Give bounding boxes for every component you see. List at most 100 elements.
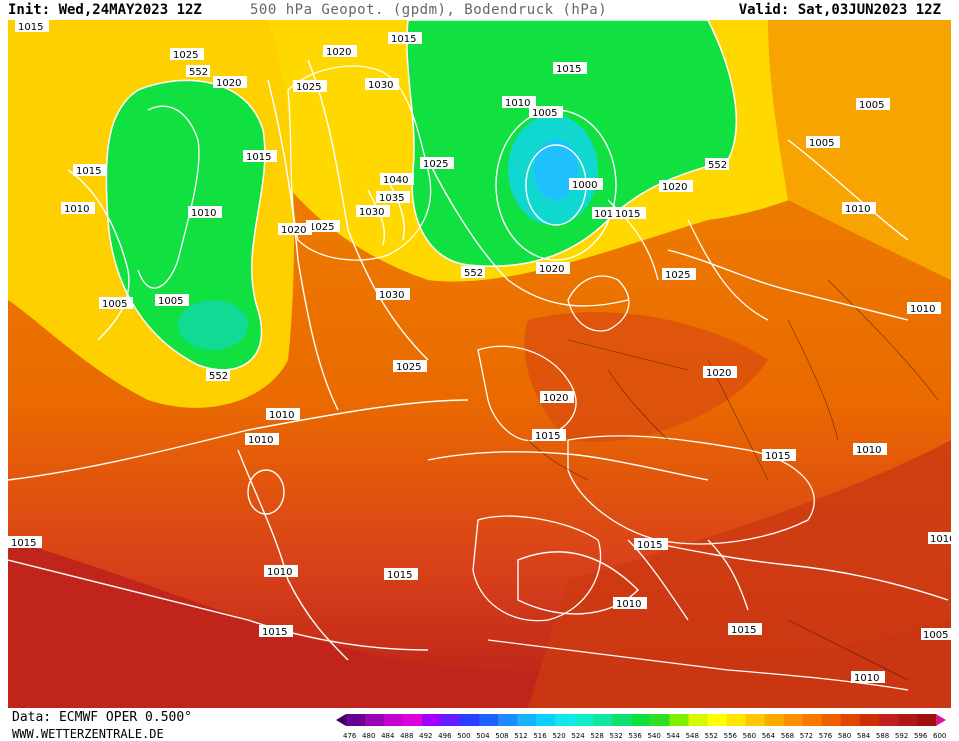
color-scale-swatch xyxy=(802,714,823,726)
svg-text:1030: 1030 xyxy=(359,207,384,218)
svg-text:1030: 1030 xyxy=(379,290,404,301)
source-url-label: WWW.WETTERZENTRALE.DE xyxy=(12,727,164,741)
svg-text:1005: 1005 xyxy=(859,100,884,111)
color-scale-swatch xyxy=(555,714,575,726)
svg-text:1010: 1010 xyxy=(930,534,951,545)
field-northeast-orange xyxy=(768,20,951,280)
chart-title: 500 hPa Geopot. (gpdm), Bodendruck (hPa) xyxy=(250,2,608,18)
color-scale-tick-label: 576 xyxy=(819,732,833,740)
color-scale-swatch xyxy=(669,714,690,726)
color-scale-swatch xyxy=(460,714,480,726)
svg-text:1000: 1000 xyxy=(572,180,597,191)
color-scale-swatch xyxy=(897,714,918,726)
pressure-label: 1010 xyxy=(842,202,876,215)
color-scale-swatch xyxy=(726,714,747,726)
svg-text:1025: 1025 xyxy=(396,362,421,373)
pressure-label: 1025 xyxy=(293,80,327,93)
svg-text:1005: 1005 xyxy=(923,630,948,641)
color-scale-tick-label: 552 xyxy=(705,732,718,740)
color-scale-tick-label: 504 xyxy=(476,732,490,740)
color-scale-tick-label: 528 xyxy=(590,732,603,740)
color-scale-swatch xyxy=(631,714,652,726)
pressure-label: 1025 xyxy=(393,360,427,373)
pressure-label: 1025 xyxy=(170,48,204,61)
valid-time-label: Valid: Sat,03JUN2023 12Z xyxy=(738,2,941,18)
svg-text:1011: 1011 xyxy=(594,209,619,220)
color-scale-swatch xyxy=(745,714,766,726)
color-scale-swatches xyxy=(336,714,946,726)
field-southeast-red xyxy=(528,440,951,708)
svg-text:1005: 1005 xyxy=(532,108,557,119)
svg-text:1020: 1020 xyxy=(326,47,351,58)
svg-text:1010: 1010 xyxy=(267,567,292,578)
svg-text:1020: 1020 xyxy=(281,225,306,236)
color-scale-tick-label: 532 xyxy=(609,732,622,740)
pressure-label: 1015 xyxy=(612,207,646,220)
color-scale-swatch xyxy=(783,714,804,726)
color-scale-swatch xyxy=(612,714,632,726)
color-scale-swatch xyxy=(384,714,404,726)
svg-text:1015: 1015 xyxy=(18,22,43,33)
svg-text:1015: 1015 xyxy=(391,34,416,45)
pressure-label: 1020 xyxy=(540,391,574,404)
color-scale-tick-label: 564 xyxy=(762,732,776,740)
color-scale-right-arrow xyxy=(936,714,946,726)
svg-text:1005: 1005 xyxy=(809,138,834,149)
svg-text:1015: 1015 xyxy=(387,570,412,581)
pressure-label: 1015 xyxy=(73,164,107,177)
svg-text:1015: 1015 xyxy=(556,64,581,75)
pressure-label: 1025 xyxy=(662,268,696,281)
pressure-label: 1025 xyxy=(306,220,340,233)
pressure-label: 1000 xyxy=(569,178,603,191)
svg-text:1035: 1035 xyxy=(379,193,404,204)
pressure-label: 1015 xyxy=(384,568,418,581)
color-scale-tick-label: 508 xyxy=(495,732,508,740)
color-scale-swatch xyxy=(764,714,785,726)
svg-text:1005: 1005 xyxy=(158,296,183,307)
color-scale-swatch xyxy=(821,714,842,726)
svg-text:1025: 1025 xyxy=(296,82,321,93)
svg-text:1020: 1020 xyxy=(662,182,687,193)
color-scale-tick-label: 540 xyxy=(648,732,661,740)
svg-text:1010: 1010 xyxy=(616,599,641,610)
color-scale-swatch xyxy=(517,714,537,726)
color-scale-tick-label: 588 xyxy=(876,732,889,740)
color-scale-swatch xyxy=(840,714,861,726)
pressure-label: 1030 xyxy=(376,288,410,301)
color-scale-tick-label: 596 xyxy=(914,732,928,740)
color-scale-swatch xyxy=(593,714,613,726)
pressure-label: 1015 xyxy=(15,20,49,33)
svg-text:1010: 1010 xyxy=(269,410,294,421)
svg-text:1010: 1010 xyxy=(854,673,879,684)
pressure-label: 1005 xyxy=(856,98,890,111)
svg-text:1015: 1015 xyxy=(76,166,101,177)
pressure-label: 1020 xyxy=(323,45,357,58)
pressure-label: 1015 xyxy=(8,536,42,549)
pressure-label: 1005 xyxy=(99,297,133,310)
color-scale-tick-label: 560 xyxy=(743,732,756,740)
color-scale-tick-label: 572 xyxy=(800,732,813,740)
svg-text:1010: 1010 xyxy=(64,204,89,215)
color-scale-swatch xyxy=(859,714,880,726)
color-scale-tick-label: 592 xyxy=(895,732,908,740)
svg-text:552: 552 xyxy=(209,371,228,382)
svg-text:552: 552 xyxy=(189,67,208,78)
contour-552-labels: 552 552 552 552 xyxy=(186,65,729,382)
color-scale-swatch xyxy=(441,714,461,726)
pressure-label: 1035 xyxy=(376,191,410,204)
pressure-label: 1010 xyxy=(907,302,941,315)
color-scale-tick-label: 600 xyxy=(933,732,946,740)
color-scale-tick-label: 520 xyxy=(552,732,565,740)
svg-text:1040: 1040 xyxy=(383,175,408,186)
svg-text:1010: 1010 xyxy=(248,435,273,446)
color-scale-tick-label: 584 xyxy=(857,732,871,740)
pressure-label: 1010 xyxy=(61,202,95,215)
pressure-label: 1015 xyxy=(388,32,422,45)
svg-text:1020: 1020 xyxy=(539,264,564,275)
color-scale-tick-label: 500 xyxy=(457,732,470,740)
svg-text:1020: 1020 xyxy=(706,368,731,379)
pressure-label: 1010 xyxy=(851,671,885,684)
svg-text:1015: 1015 xyxy=(637,540,662,551)
pressure-label: 1010 xyxy=(188,206,222,219)
svg-text:1015: 1015 xyxy=(246,152,271,163)
